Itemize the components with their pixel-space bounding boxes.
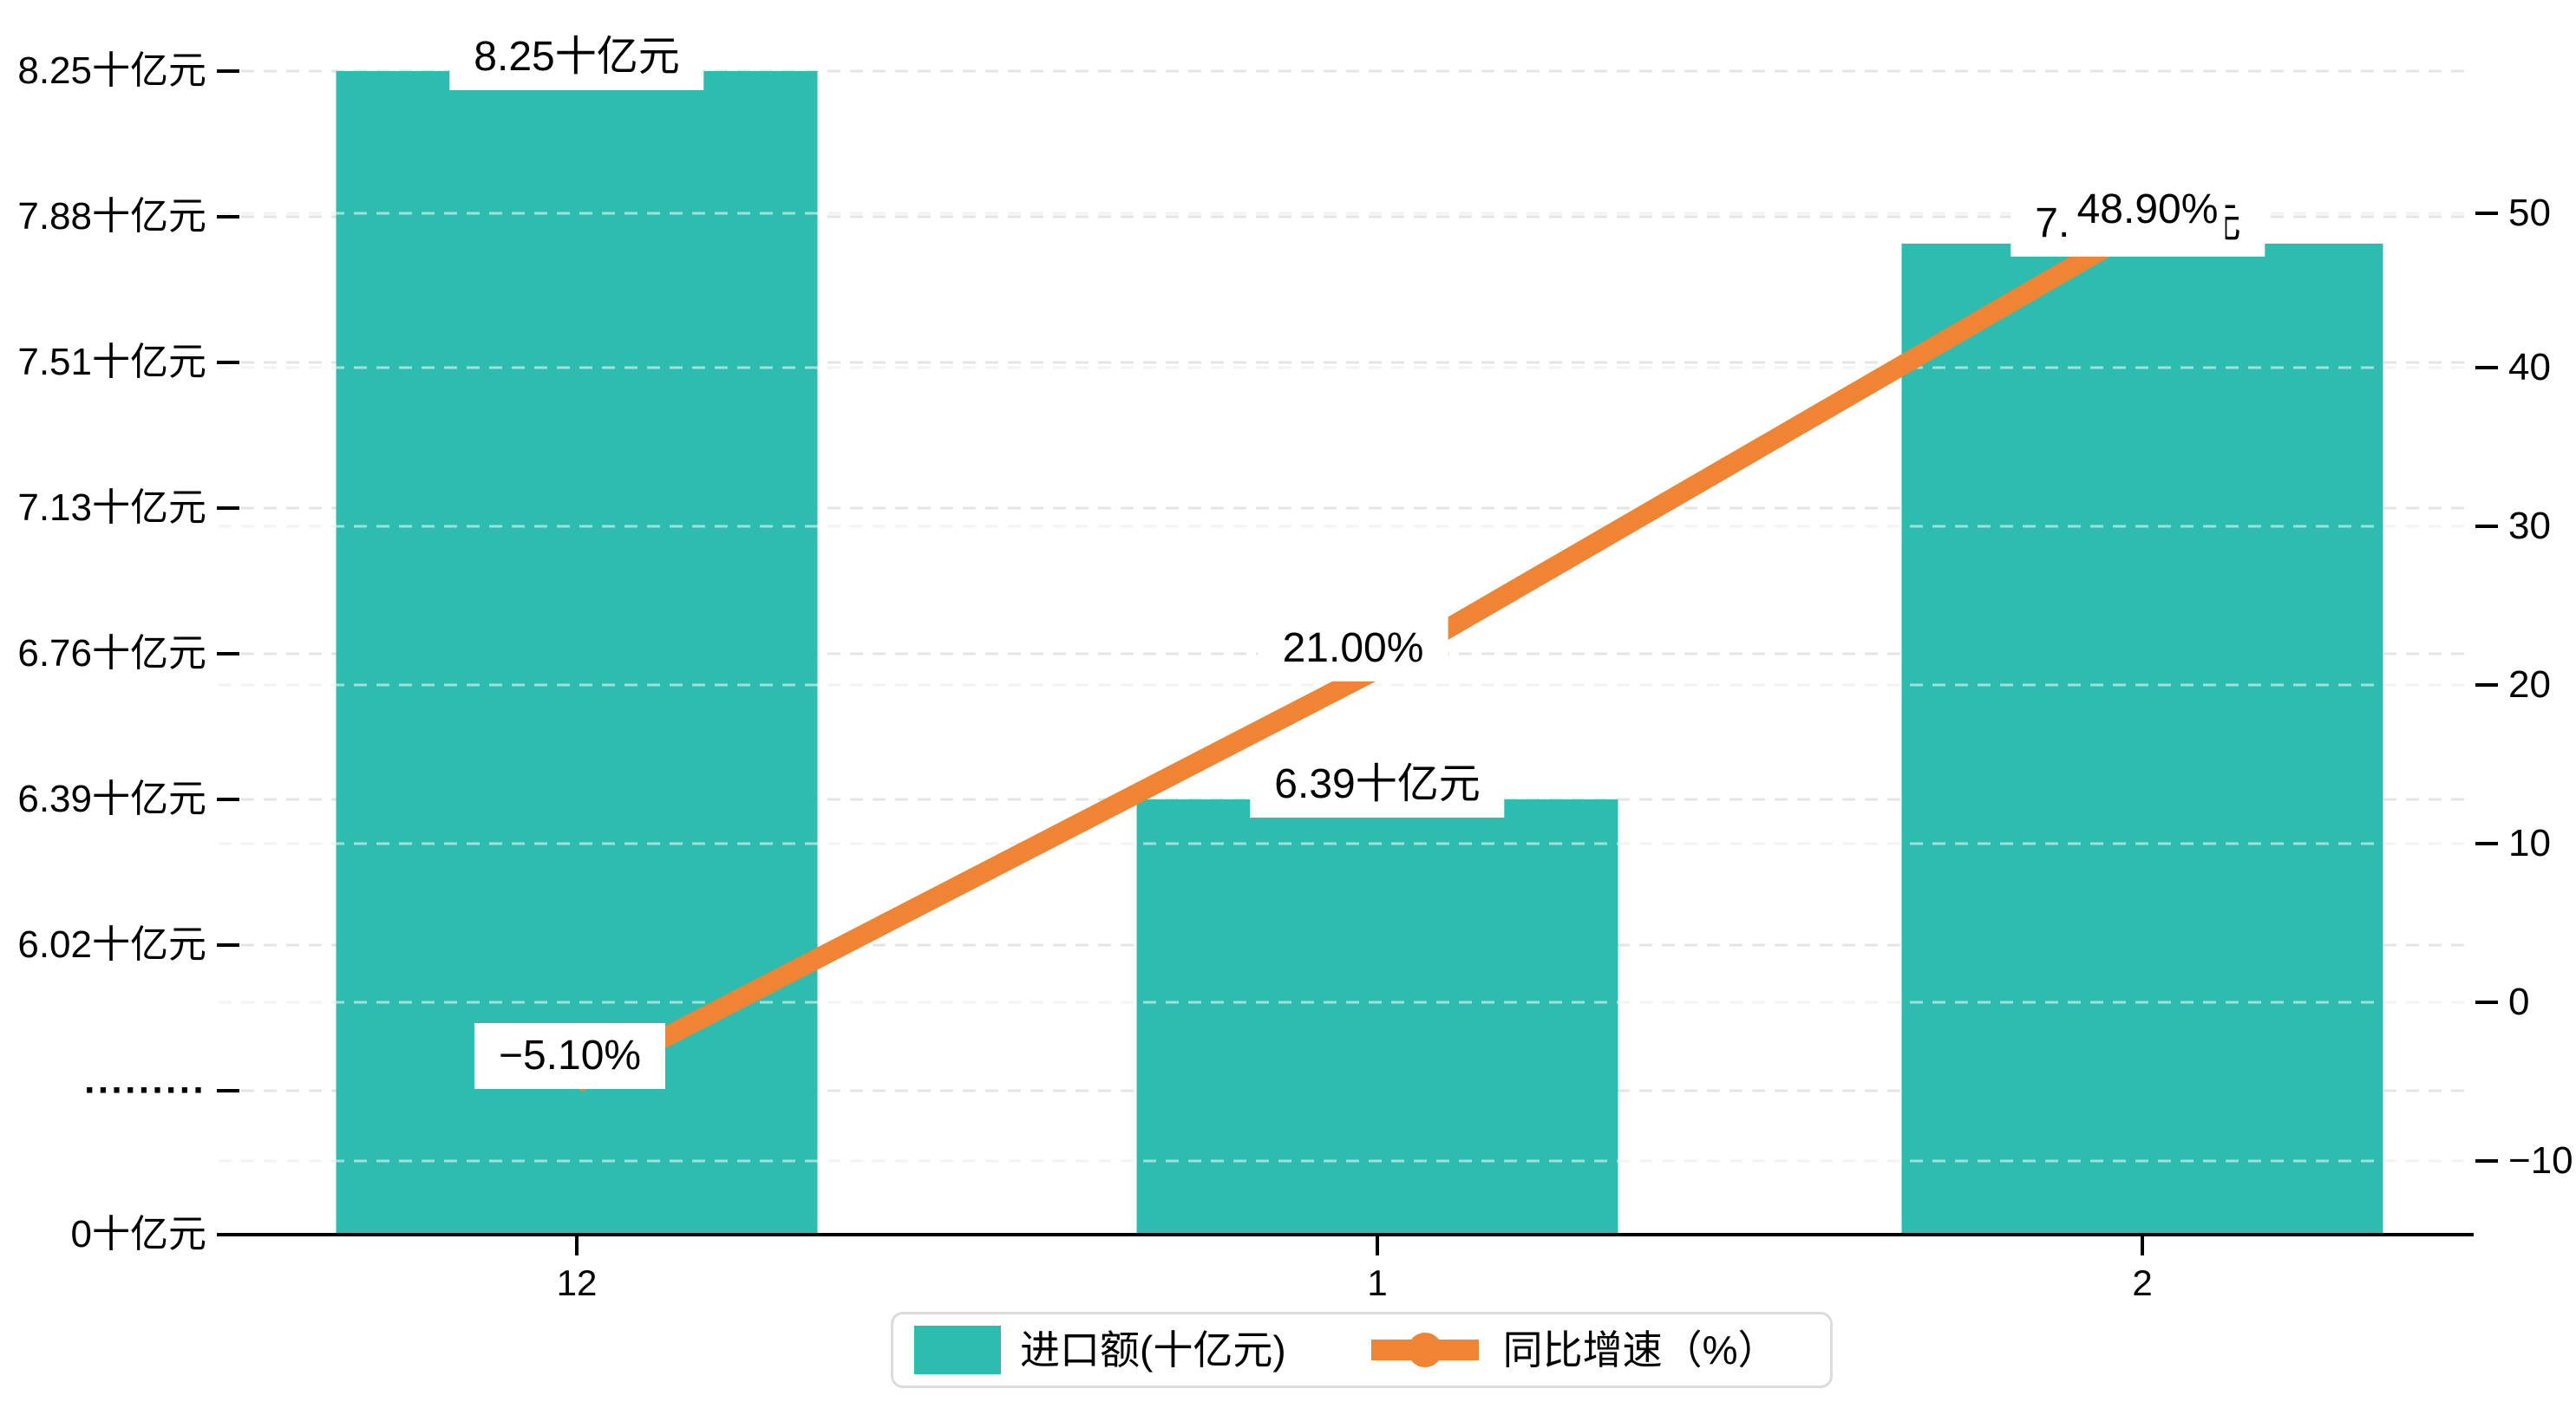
bar-value-label: 6.39十亿元 <box>1250 752 1505 818</box>
line-value-label: 21.00% <box>1258 616 1448 681</box>
line-value-label: 48.90% <box>2069 175 2226 245</box>
right-axis-tick-label: 10 <box>2508 822 2551 864</box>
x-axis-tick-label: 1 <box>1367 1262 1388 1303</box>
legend-line-dot <box>1407 1333 1442 1367</box>
left-axis-tick-label: 7.51十亿元 <box>17 341 206 383</box>
legend-line-marker[interactable] <box>1370 1324 1481 1376</box>
right-axis-tick-label: 50 <box>2508 192 2551 234</box>
left-axis-tick-label: 7.88十亿元 <box>17 195 206 238</box>
left-axis-tick-label: 6.02十亿元 <box>17 923 206 966</box>
legend-bar-label[interactable]: 进口额(十亿元) <box>1020 1327 1286 1373</box>
left-axis-tick-label: 7.13十亿元 <box>17 486 206 529</box>
legend-bar-swatch[interactable] <box>914 1326 1001 1374</box>
legend-line-label[interactable]: 同比增速（%） <box>1502 1327 1778 1373</box>
legend: 进口额(十亿元) 同比增速（%） <box>891 1312 1833 1388</box>
left-axis-tick-label: 0十亿元 <box>70 1213 206 1255</box>
right-axis-tick-label: 40 <box>2508 346 2551 388</box>
left-axis-tick-label: 6.76十亿元 <box>17 632 206 675</box>
left-axis-break-dots: ········· <box>84 1069 206 1112</box>
right-axis-tick-label: 30 <box>2508 505 2551 547</box>
left-axis-tick-label: 8.25十亿元 <box>17 49 206 92</box>
right-axis-tick-label: −10 <box>2508 1139 2573 1182</box>
x-axis-tick-label: 2 <box>2132 1262 2153 1303</box>
line-value-label: −5.10% <box>474 1023 666 1089</box>
right-axis-tick-label: 20 <box>2508 663 2551 706</box>
bar-value-label: 8.25十亿元 <box>449 24 704 90</box>
x-axis-tick-label: 12 <box>556 1262 598 1303</box>
left-axis-tick-label: 6.39十亿元 <box>17 778 206 820</box>
bar-2[interactable] <box>1901 244 2383 1235</box>
bar-1[interactable] <box>1136 799 1618 1235</box>
right-axis-tick-label: 0 <box>2508 981 2530 1023</box>
